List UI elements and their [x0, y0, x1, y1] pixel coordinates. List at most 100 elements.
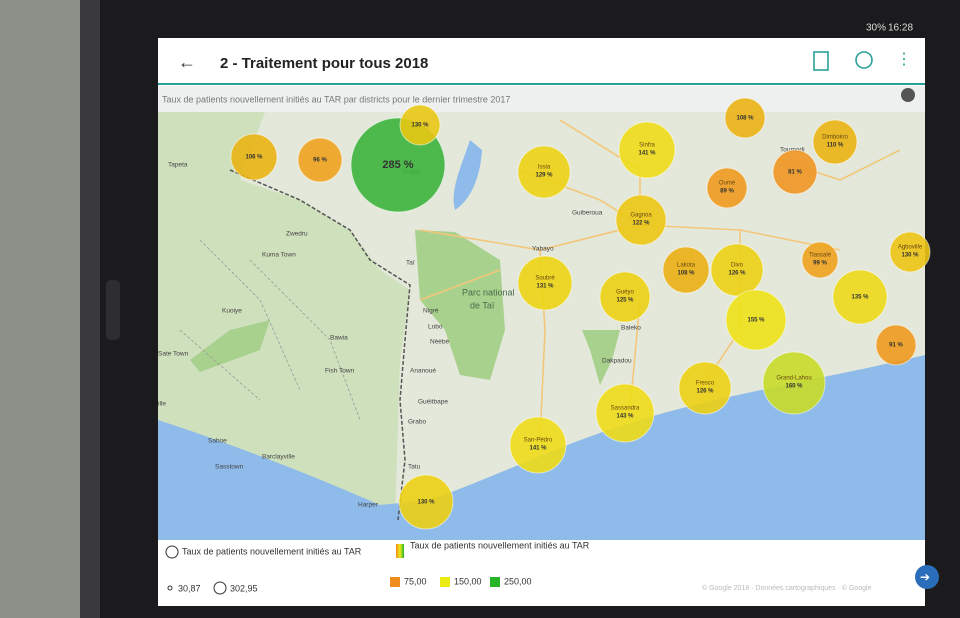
district-name: Divo — [731, 263, 744, 269]
district-value: 108 % — [677, 271, 695, 277]
border — [229, 169, 411, 521]
district-bubble — [662, 246, 710, 294]
district-value: 129 % — [535, 173, 553, 179]
color-legend-title: Taux de patients nouvellement initiés au… — [410, 540, 590, 550]
place-label: Harper — [358, 502, 379, 509]
district-value: 108 % — [736, 116, 754, 122]
place-label: Baleko — [621, 325, 641, 332]
district-value: 141 % — [638, 151, 656, 157]
place-label: Sate Town — [158, 351, 189, 358]
color-stop-swatch — [390, 577, 400, 587]
district-name: Gagnoa — [630, 213, 652, 219]
district-name: Tiassalé — [809, 253, 832, 259]
clock: 16:28 — [888, 23, 913, 34]
district-value: 130 % — [411, 123, 429, 129]
district-value: 81 % — [788, 170, 802, 176]
district-bubble — [875, 324, 917, 366]
home-button — [106, 280, 120, 340]
settings-icon[interactable] — [901, 88, 915, 102]
district-value: 135 % — [851, 295, 869, 301]
lake — [453, 140, 482, 210]
attribution: © Google 2018 · Données cartographiques … — [702, 584, 872, 592]
color-stop-label: 150,00 — [454, 576, 482, 586]
district-value: 99 % — [813, 261, 827, 267]
filter-icon[interactable] — [813, 51, 829, 71]
place-label: Bawia — [330, 335, 348, 342]
district-bubble — [706, 167, 748, 209]
district-bubble — [599, 271, 651, 323]
page-title: 2 - Traitement pour tous 2018 — [220, 55, 428, 72]
district-value: 130 % — [901, 253, 919, 259]
legend-panel — [158, 540, 925, 606]
district-bubble — [398, 474, 454, 530]
district-value: 160 % — [785, 384, 803, 390]
next-arrow[interactable]: ➔ — [920, 570, 930, 584]
size-min: 30,87 — [178, 583, 201, 593]
locate-icon[interactable] — [855, 51, 873, 69]
place-label: Grabo — [408, 419, 426, 426]
district-value: 285 % — [382, 159, 413, 171]
subtitle-bar — [158, 86, 925, 112]
park — [582, 330, 620, 385]
place-label: Lobo — [428, 324, 443, 331]
district-value: 141 % — [529, 446, 547, 452]
district-name: Oumé — [719, 181, 736, 187]
next-button[interactable] — [915, 565, 939, 589]
district-bubble — [725, 289, 787, 351]
place-label: de Taï — [470, 300, 495, 310]
place-label: Nèèbè — [430, 339, 450, 346]
district-value: 130 % — [417, 500, 435, 506]
district-value: 131 % — [536, 284, 554, 290]
district-bubble — [832, 269, 888, 325]
district-name: Sassandra — [611, 406, 640, 412]
place-label: Kuma Town — [262, 252, 296, 259]
district-name: San-Pédro — [524, 438, 553, 444]
district-name: Sinfra — [639, 143, 655, 149]
menu-icon[interactable]: ⋮ — [896, 51, 912, 68]
district-bubble — [812, 119, 858, 165]
app-bar — [158, 38, 925, 84]
district-value: 143 % — [616, 414, 634, 420]
district-name: Lakota — [677, 263, 696, 269]
color-legend-icon — [396, 544, 404, 558]
district-name: Guéyo — [616, 290, 634, 296]
district-value: 96 % — [313, 158, 327, 164]
size-legend-title: Taux de patients nouvellement initiés au… — [182, 546, 362, 556]
color-stop-label: 75,00 — [404, 576, 427, 586]
place-label: Zwedru — [286, 231, 308, 238]
tablet-edge — [80, 0, 100, 618]
district-bubble — [801, 241, 839, 279]
place-label: Ananoué — [410, 368, 436, 375]
color-stop-swatch — [490, 577, 500, 587]
color-stop-swatch — [440, 577, 450, 587]
place-label: Parc national — [462, 287, 515, 297]
place-label: Taï — [406, 260, 415, 267]
place-label: Guiberoua — [572, 210, 603, 217]
district-value: 155 % — [747, 318, 765, 324]
district-value: 125 % — [616, 298, 634, 304]
district-name: Grand-Lahou — [776, 376, 811, 382]
district-bubble — [615, 194, 667, 246]
back-button[interactable]: ← — [178, 52, 196, 72]
district-bubble — [517, 255, 573, 311]
district-bubble — [762, 351, 826, 415]
place-label: Dakpadou — [602, 358, 632, 365]
liberia-land — [158, 112, 410, 520]
battery: 30% — [866, 23, 886, 34]
district-lines — [179, 239, 361, 421]
district-bubble — [889, 231, 931, 273]
district-value: 126 % — [696, 389, 714, 395]
place-label: Yabayo — [532, 246, 554, 253]
place-label: Barclayville — [262, 454, 295, 461]
district-bubble — [509, 416, 567, 474]
place-label: Fish Town — [325, 368, 355, 375]
park — [190, 320, 270, 372]
district-bubble — [724, 97, 766, 139]
district-bubble — [517, 145, 571, 199]
place-label: Guéitbape — [418, 399, 448, 406]
district-value: 89 % — [720, 189, 734, 195]
district-value: 126 % — [728, 271, 746, 277]
color-stop-label: 250,00 — [504, 576, 532, 586]
district-name: Dimbokro — [822, 135, 848, 141]
